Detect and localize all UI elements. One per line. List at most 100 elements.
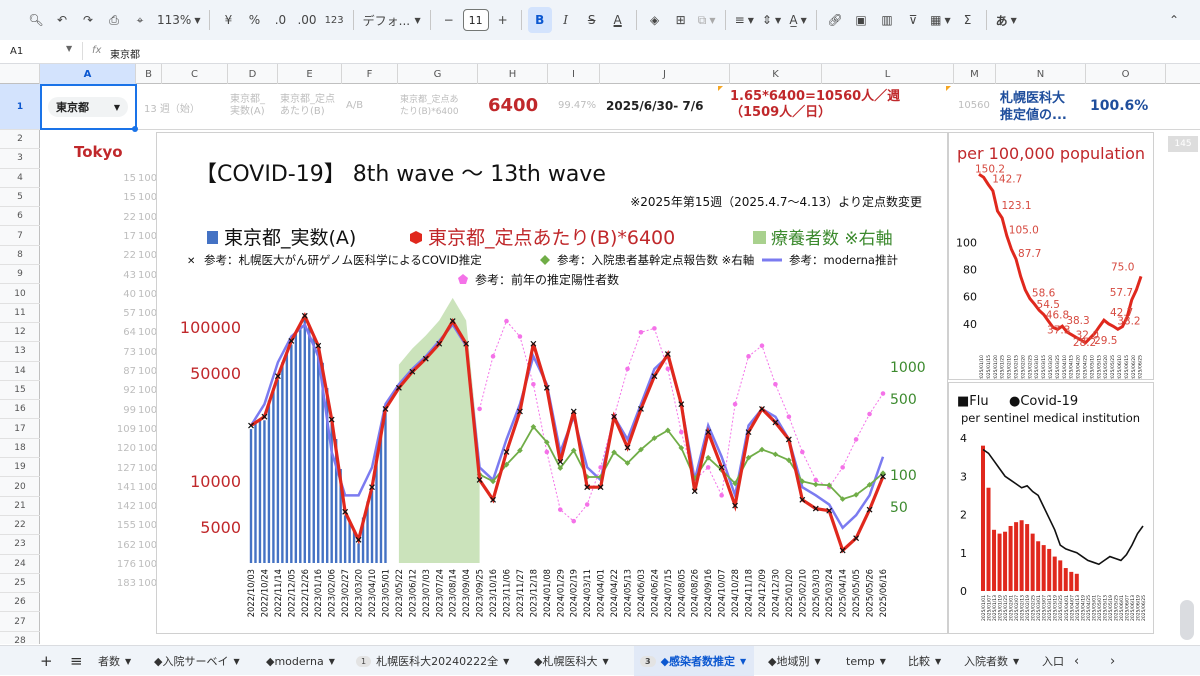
ghost-cell-c[interactable]: 100 <box>138 173 158 184</box>
ghost-cell-b[interactable]: 120 <box>116 443 136 455</box>
cell-g1[interactable]: 東京都_定点あ たり(B)*6400 <box>400 94 459 118</box>
currency-button[interactable]: ¥ <box>224 13 233 27</box>
increase-decimal-button[interactable]: .00 <box>297 13 317 27</box>
per-100k-chart[interactable]: per 100,000 population 100 80 60 40 150.2 142… <box>948 132 1154 380</box>
chevron-down-icon[interactable]: ▼ <box>935 656 942 666</box>
strikethrough-button[interactable]: S <box>587 13 596 27</box>
number-format-button[interactable]: 123 <box>324 14 344 26</box>
row-header-20[interactable]: 20 <box>0 477 40 497</box>
ghost-cell-b[interactable]: 183 <box>116 578 136 590</box>
vertical-scrollbar[interactable] <box>1180 600 1194 640</box>
ghost-cell-c[interactable]: 100 <box>138 539 158 551</box>
col-header-h[interactable]: H <box>478 64 548 84</box>
row-header-9[interactable]: 9 <box>0 265 40 285</box>
ghost-cell-b[interactable]: 17 <box>123 230 136 242</box>
ghost-cell-c[interactable]: 100 <box>138 327 158 339</box>
cell-i1[interactable]: 99.47% <box>558 100 597 111</box>
add-sheet-button[interactable]: + <box>40 652 53 670</box>
cell-n1[interactable]: 札幌医科大 推定値の... <box>1000 90 1067 124</box>
cell-d1[interactable]: 東京都_ 実数(A) <box>230 94 265 118</box>
row-header-1[interactable]: 1 <box>0 84 40 130</box>
sheet-tab[interactable]: ◆入院サーベイ ▼ <box>154 646 240 676</box>
ghost-cell-c[interactable]: 100 <box>138 288 158 300</box>
row-header-24[interactable]: 24 <box>0 555 40 574</box>
paint-format-icon[interactable]: ⌖ <box>136 12 144 27</box>
col-header-n[interactable]: N <box>996 64 1086 84</box>
row-header-23[interactable]: 23 <box>0 535 40 555</box>
ghost-cell-c[interactable]: 100 <box>138 308 158 320</box>
filter-icon[interactable]: ⊽ <box>908 13 918 27</box>
col-header-e[interactable]: E <box>278 64 342 84</box>
scroll-tabs-right-icon[interactable]: › <box>1110 653 1116 669</box>
flu-covid-chart[interactable]: ■Flu ●Covid-19 per sentinel medical inst… <box>948 382 1154 634</box>
row-header-3[interactable]: 3 <box>0 149 40 169</box>
row-header-6[interactable]: 6 <box>0 207 40 227</box>
insert-chart-icon[interactable]: ▥ <box>881 13 893 27</box>
sheet-tab[interactable]: 入口 <box>1042 646 1064 676</box>
bold-button[interactable]: B <box>527 7 552 33</box>
ghost-cell-b[interactable]: 40 <box>123 288 136 300</box>
cell-a2[interactable]: Tokyo <box>74 143 123 161</box>
sheet-tab[interactable]: 比較 ▼ <box>908 646 941 676</box>
text-color-button[interactable]: A <box>613 13 622 27</box>
zoom-select[interactable]: 113% ▼ <box>154 7 203 33</box>
decrease-decimal-button[interactable]: .0 <box>274 13 287 27</box>
ghost-cell-c[interactable]: 100 <box>138 559 158 570</box>
ghost-cell-c[interactable]: 100 <box>138 520 158 532</box>
fill-color-icon[interactable]: ◈ <box>650 13 660 27</box>
row-header-14[interactable]: 14 <box>0 362 40 381</box>
chevron-down-icon[interactable]: ▼ <box>328 656 335 666</box>
sheet-tab[interactable]: 3 ◆感染者数推定 ▼ <box>634 646 755 676</box>
font-size-increase-button[interactable]: + <box>497 13 508 27</box>
col-header-m[interactable]: M <box>954 64 996 84</box>
col-header-k[interactable]: K <box>730 64 822 84</box>
ghost-cell-b[interactable]: 99 <box>123 404 136 416</box>
col-header-b[interactable]: B <box>136 64 162 84</box>
ghost-cell-c[interactable]: 100 <box>138 481 158 493</box>
percent-button[interactable]: % <box>248 13 261 27</box>
italic-button[interactable]: I <box>563 13 569 27</box>
ghost-cell-b[interactable]: 22 <box>123 250 136 262</box>
ghost-cell-c[interactable]: 100 <box>138 578 158 590</box>
formula-input[interactable]: 東京都 <box>110 50 140 61</box>
ghost-cell-b[interactable]: 155 <box>116 520 136 532</box>
ghost-cell-c[interactable]: 100 <box>138 462 158 474</box>
row-header-19[interactable]: 19 <box>0 458 40 478</box>
region-dropdown[interactable]: 東京都 ▼ <box>48 97 128 117</box>
row-header-22[interactable]: 22 <box>0 516 40 536</box>
selected-cell-a1[interactable] <box>40 84 137 130</box>
ghost-cell-b[interactable]: 109 <box>116 423 136 435</box>
search-icon[interactable]: 🔍︎ <box>28 13 44 27</box>
chevron-down-icon[interactable]: ▼ <box>1013 656 1020 666</box>
scroll-tabs-left-icon[interactable]: ‹ <box>1074 653 1080 669</box>
ghost-cell-b[interactable]: 162 <box>116 539 136 551</box>
ghost-cell-b[interactable]: 176 <box>116 559 136 570</box>
ghost-cell-b[interactable]: 127 <box>116 462 136 474</box>
row-header-26[interactable]: 26 <box>0 593 40 613</box>
row-header-10[interactable]: 10 <box>0 284 40 304</box>
comment-icon[interactable]: ▣ <box>855 13 867 27</box>
merge-cells-icon[interactable]: ⧉ ▼ <box>697 12 716 27</box>
ghost-cell-b[interactable]: 141 <box>116 481 136 493</box>
ghost-cell-c[interactable]: 100 <box>138 211 158 223</box>
redo-icon[interactable]: ↷ <box>82 13 94 27</box>
row-header-25[interactable]: 25 <box>0 574 40 594</box>
ghost-cell-b[interactable]: 43 <box>123 269 136 281</box>
ghost-cell-c[interactable]: 100 <box>138 443 158 455</box>
sheet-tab[interactable]: ◆地域別 ▼ <box>768 646 821 676</box>
cell-h1[interactable]: 6400 <box>488 95 539 116</box>
col-header-j[interactable]: J <box>600 64 730 84</box>
text-rotation-icon[interactable]: A̲ ▼ <box>789 13 807 27</box>
chevron-down-icon[interactable]: ▼ <box>602 656 609 666</box>
ghost-cell-c[interactable]: 100 <box>138 385 158 397</box>
ghost-cell-b[interactable]: 15 <box>123 173 136 184</box>
chevron-down-icon[interactable]: ▼ <box>814 656 821 666</box>
row-header-12[interactable]: 12 <box>0 323 40 343</box>
ghost-cell-c[interactable]: 100 <box>138 501 158 513</box>
sheet-tab[interactable]: 者数 ▼ <box>98 646 131 676</box>
ghost-cell-b[interactable]: 64 <box>123 327 136 339</box>
ghost-cell-c[interactable]: 100 <box>138 192 158 204</box>
row-header-16[interactable]: 16 <box>0 400 40 420</box>
cell-f1[interactable]: A/B <box>346 100 364 111</box>
chevron-down-icon[interactable]: ▼ <box>125 656 132 666</box>
